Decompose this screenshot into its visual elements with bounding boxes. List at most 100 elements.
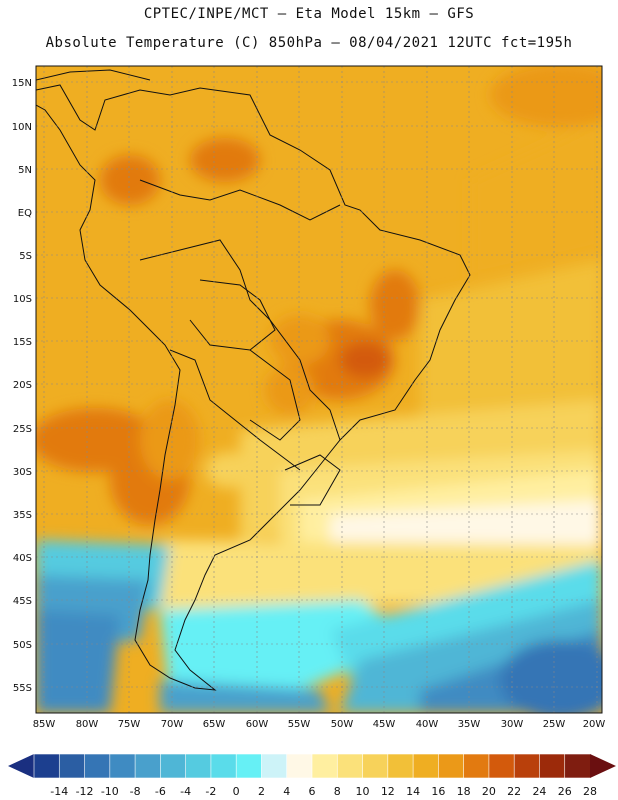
lat-label: 40S xyxy=(13,553,32,564)
colorbar-cell xyxy=(387,753,414,779)
colorbar-cell xyxy=(539,753,566,779)
coastlines-borders xyxy=(36,69,471,691)
colorbar-label: 8 xyxy=(334,785,341,798)
northern-border xyxy=(139,179,341,221)
colorbar-label: -6 xyxy=(155,785,166,798)
lat-label: 35S xyxy=(13,510,32,521)
andes-border xyxy=(169,349,301,471)
lat-label: 55S xyxy=(13,683,32,694)
colorbar-cell xyxy=(286,753,313,779)
colorbar-cell xyxy=(463,753,490,779)
colorbar-labels: -14 -12 -10 -8 -6 -4 -2 0 2 4 6 8 10 12 14 16 18 20 22 24 26… xyxy=(50,785,597,798)
lat-label: 30S xyxy=(13,467,32,478)
colorbar-underflow-triangle xyxy=(8,754,34,778)
lon-label: 45W xyxy=(373,719,396,730)
lon-label: 55W xyxy=(288,719,311,730)
colombia-warm xyxy=(100,155,160,205)
lon-label: 50W xyxy=(331,719,354,730)
colorbar-label: 6 xyxy=(309,785,316,798)
lat-label: 15S xyxy=(13,337,32,348)
colorbar-label: -12 xyxy=(76,785,94,798)
lon-label: 25W xyxy=(543,719,566,730)
map-frame xyxy=(35,65,603,714)
lon-label: 80W xyxy=(76,719,99,730)
colorbar-cells xyxy=(33,753,591,779)
south-america-coastline xyxy=(36,84,471,691)
colorbar-cell xyxy=(210,753,237,779)
colorbar-label: 20 xyxy=(482,785,496,798)
colorbar-cell xyxy=(311,753,339,779)
chart-title-line-1: CPTEC/INPE/MCT – Eta Model 15km – GFS xyxy=(143,6,475,22)
colorbar-label: 22 xyxy=(507,785,521,798)
east-atlantic-16c xyxy=(420,260,602,440)
colorbar-cell xyxy=(412,753,440,779)
lat-label: 10S xyxy=(13,294,32,305)
colorbar-label: -8 xyxy=(130,785,141,798)
lon-label: 40W xyxy=(416,719,439,730)
lat-label: 45S xyxy=(13,596,32,607)
lat-label: 5S xyxy=(19,251,32,262)
colorbar-label: 0 xyxy=(233,785,240,798)
lat-label: 20S xyxy=(13,380,32,391)
colorbar-label: -4 xyxy=(180,785,191,798)
lat-label: 25S xyxy=(13,424,32,435)
north-atlantic-warm xyxy=(490,66,602,127)
colorbar-cell xyxy=(564,753,591,779)
colorbar-cell xyxy=(134,753,162,779)
uruguay-border xyxy=(284,454,341,506)
lon-label: 75W xyxy=(118,719,141,730)
venezuela-warm xyxy=(190,138,260,182)
lon-label: 70W xyxy=(161,719,184,730)
far-south-cold xyxy=(500,640,602,713)
colorbar-cell xyxy=(160,753,187,779)
paraguay-border xyxy=(249,349,301,441)
colorbar-label: 4 xyxy=(283,785,290,798)
colorbar-label: 12 xyxy=(381,785,395,798)
colorbar-cell xyxy=(235,753,263,779)
colorbar-cell xyxy=(488,753,515,779)
colorbar-label: 28 xyxy=(583,785,597,798)
lat-lon-grid xyxy=(36,66,602,713)
colorbar-cell xyxy=(33,753,61,779)
colorbar-cell xyxy=(109,753,136,779)
brazil-border xyxy=(139,239,341,441)
lat-label: 50S xyxy=(13,640,32,651)
colorbar-label: 2 xyxy=(258,785,265,798)
colorbar-label: 14 xyxy=(406,785,420,798)
colorbar-label: 10 xyxy=(356,785,370,798)
colorbar-cell xyxy=(185,753,212,779)
colorbar-cell xyxy=(336,753,364,779)
lon-label: 30W xyxy=(501,719,524,730)
chart-title-line-2: Absolute Temperature (C) 850hPa – 08/04/… xyxy=(45,35,573,51)
lon-label: 35W xyxy=(458,719,481,730)
colorbar-cell xyxy=(84,753,111,779)
temperature-field xyxy=(36,66,602,713)
lon-label: 65W xyxy=(203,719,226,730)
colorbar: -14 -12 -10 -8 -6 -4 -2 0 2 4 6 8 10 12 14 16 18 20 22 24 26… xyxy=(8,753,616,798)
colorbar-label: -10 xyxy=(101,785,119,798)
colorbar-cell xyxy=(58,753,86,779)
lat-label: 5N xyxy=(18,165,32,176)
colorbar-label: -14 xyxy=(50,785,68,798)
longitude-labels: 85W 80W 75W 70W 65W 60W 55W 50W 45W 40W … xyxy=(33,719,606,730)
colorbar-label: 16 xyxy=(431,785,445,798)
lon-label: 20W xyxy=(583,719,606,730)
colorbar-overflow-triangle xyxy=(590,754,616,778)
colorbar-cell xyxy=(438,753,465,779)
colorbar-cell xyxy=(513,753,541,779)
lat-label: 10N xyxy=(12,122,32,133)
lat-label: 15N xyxy=(12,78,32,89)
colorbar-cell xyxy=(362,753,389,779)
latitude-labels: 15N 10N 5N EQ 5S 10S 15S 20S 25S 30S 35S… xyxy=(12,78,32,694)
colorbar-label: 24 xyxy=(532,785,546,798)
lat-label: EQ xyxy=(18,208,32,219)
lon-label: 85W xyxy=(33,719,56,730)
caribbean-coast xyxy=(36,69,151,81)
colorbar-label: -2 xyxy=(205,785,216,798)
bolivia-border xyxy=(189,279,276,351)
colorbar-label: 26 xyxy=(558,785,572,798)
colorbar-label: 18 xyxy=(457,785,471,798)
colorbar-cell xyxy=(261,753,288,779)
lon-label: 60W xyxy=(246,719,269,730)
